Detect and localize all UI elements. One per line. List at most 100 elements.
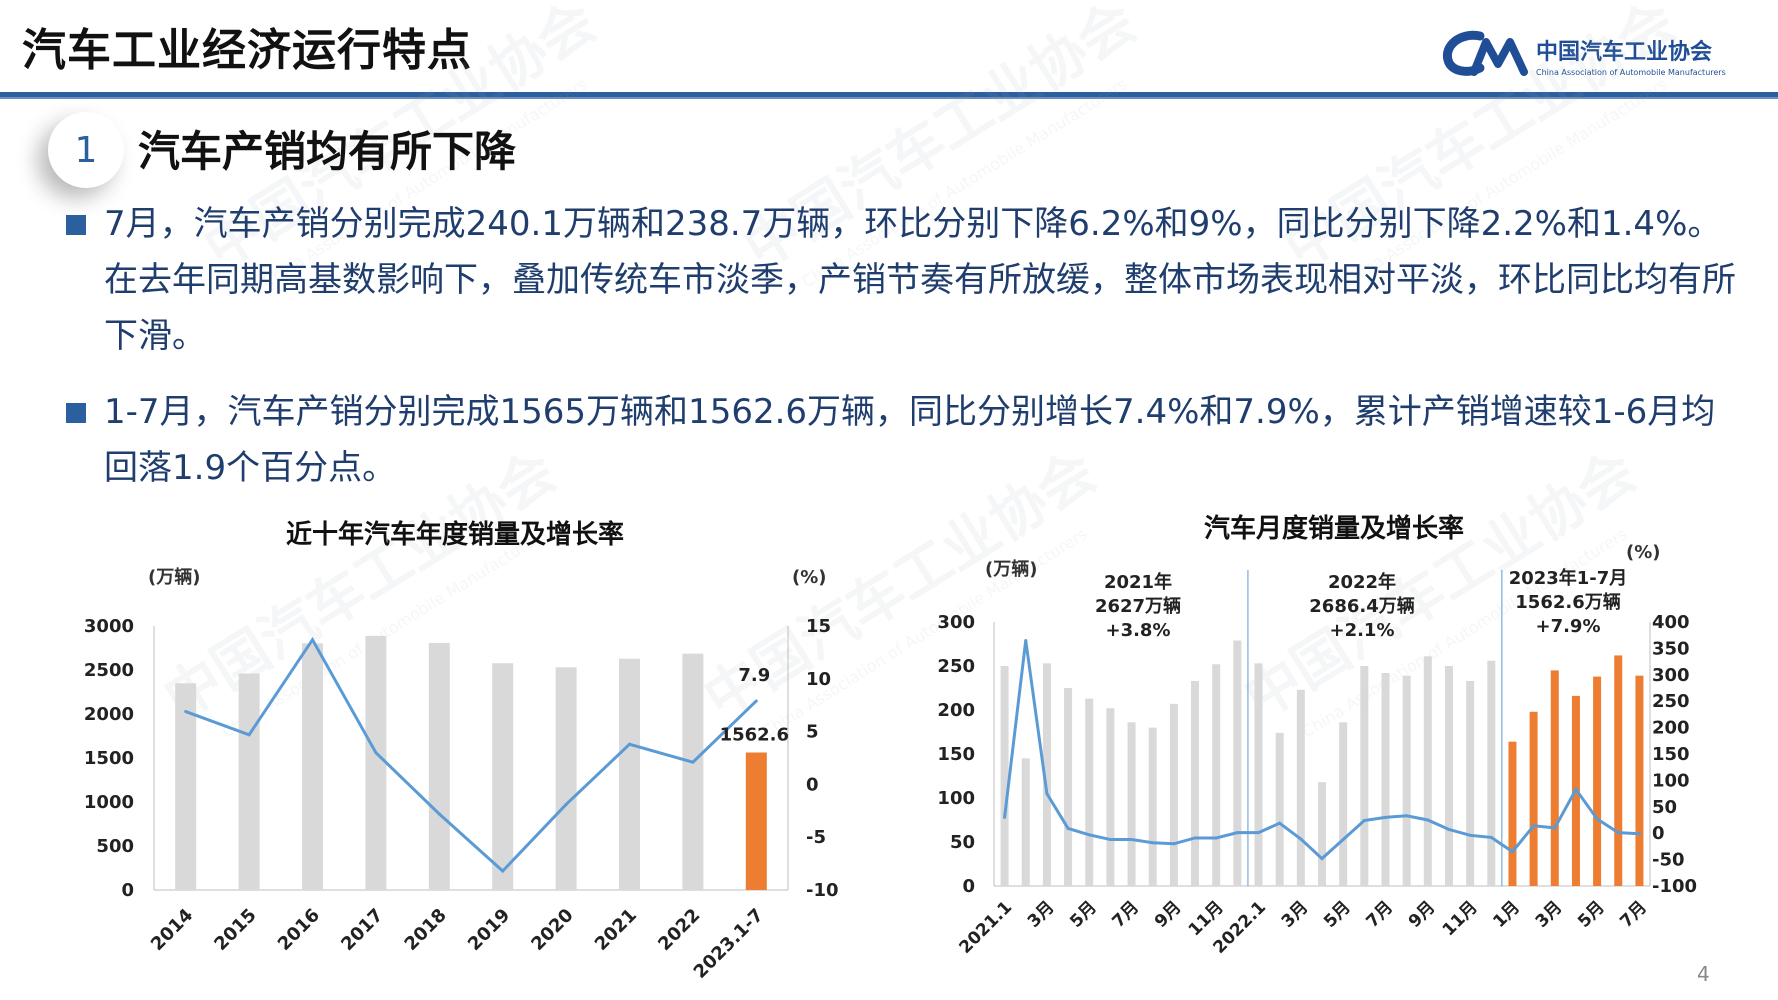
y-tick-label: 300 bbox=[937, 612, 975, 633]
monthly-sales-bar bbox=[1593, 676, 1602, 886]
y-tick-label: 2500 bbox=[84, 660, 134, 681]
monthly-growth-point bbox=[1362, 819, 1366, 823]
monthly-growth-point bbox=[1066, 826, 1070, 830]
cam-logo-icon bbox=[1442, 30, 1528, 76]
monthly-growth-point bbox=[1553, 826, 1557, 830]
growth-rate-line bbox=[185, 636, 758, 874]
monthly-growth-point bbox=[1510, 850, 1514, 854]
x-tick-label: 9月 bbox=[1151, 897, 1186, 932]
logo-name: 中国汽车工业协会 bbox=[1536, 40, 1713, 65]
monthly-sales-bar bbox=[1191, 680, 1200, 886]
monthly-sales-bar bbox=[1296, 689, 1305, 886]
x-tick-label: 11月 bbox=[1439, 897, 1482, 940]
header-divider-thin bbox=[0, 97, 1778, 99]
monthly-sales-bar bbox=[1444, 666, 1453, 886]
x-tick-label: 7月 bbox=[1109, 897, 1144, 932]
monthly-sales-bar bbox=[1487, 660, 1496, 886]
monthly-sales-bar bbox=[1106, 708, 1115, 886]
monthly-growth-point bbox=[1468, 833, 1472, 837]
x-tick-label: 1月 bbox=[1489, 897, 1524, 932]
monthly-sales-bar bbox=[1318, 782, 1326, 886]
sales-bar bbox=[555, 667, 577, 890]
y2-tick-label: -50 bbox=[1652, 850, 1685, 871]
monthly-sales-bar bbox=[1085, 698, 1094, 886]
monthly-sales-bar bbox=[1508, 741, 1517, 886]
monthly-growth-point bbox=[1426, 818, 1430, 822]
monthly-growth-point bbox=[1447, 828, 1451, 832]
y-tick-label: 500 bbox=[96, 836, 134, 857]
monthly-growth-point bbox=[1383, 815, 1387, 819]
bullet-square-icon bbox=[66, 215, 86, 235]
x-tick-label: 2015 bbox=[210, 905, 260, 955]
x-tick-label: 2022 bbox=[654, 905, 704, 955]
monthly-sales-bar bbox=[1466, 680, 1475, 886]
y-tick-label: 250 bbox=[937, 656, 975, 677]
monthly-growth-point bbox=[1045, 792, 1049, 796]
y-tick-label: 0 bbox=[121, 880, 134, 901]
year-summary-annotation: 2686.4万辆 bbox=[1309, 595, 1414, 617]
sales-bar bbox=[365, 635, 387, 890]
x-tick-label: 2017 bbox=[337, 905, 387, 955]
growth-rate-point bbox=[437, 812, 441, 816]
monthly-sales-bar bbox=[1169, 703, 1178, 886]
x-tick-label: 2020 bbox=[527, 905, 577, 955]
sales-bar bbox=[745, 752, 767, 890]
bullet-july-summary: 7月，汽车产销分别完成240.1万辆和238.7万辆，环比分别下降6.2%和9%… bbox=[66, 196, 1746, 364]
growth-rate-point bbox=[754, 699, 758, 703]
monthly-sales-bar bbox=[1000, 666, 1009, 886]
monthly-chart-title: 汽车月度销量及增长率 bbox=[1204, 514, 1465, 544]
y-axis-unit-label: (万辆) bbox=[148, 566, 200, 588]
y2-tick-label: 50 bbox=[1652, 797, 1677, 818]
x-tick-label: 5月 bbox=[1320, 897, 1355, 932]
monthly-growth-point bbox=[1489, 835, 1493, 839]
monthly-sales-bar bbox=[1614, 655, 1623, 886]
y2-tick-label: 200 bbox=[1652, 718, 1690, 739]
sales-bar bbox=[682, 653, 704, 890]
year-summary-annotation: +7.9% bbox=[1535, 616, 1600, 637]
monthly-growth-point bbox=[1257, 831, 1261, 835]
growth-rate-point bbox=[628, 742, 631, 746]
y2-tick-label: 150 bbox=[1652, 744, 1690, 765]
y2-tick-label: -10 bbox=[806, 880, 839, 901]
y2-tick-label: 15 bbox=[806, 616, 831, 637]
monthly-sales-bar bbox=[1360, 666, 1369, 886]
growth-rate-point bbox=[184, 710, 188, 714]
logo-english-name: China Association of Automobile Manufact… bbox=[1536, 68, 1726, 77]
sales-bar bbox=[175, 683, 197, 890]
growth-rate-point bbox=[311, 638, 314, 642]
association-logo: 中国汽车工业协会 China Association of Automobile… bbox=[1440, 28, 1750, 84]
monthly-sales-bar bbox=[1275, 732, 1284, 886]
y-tick-label: 150 bbox=[937, 744, 975, 765]
x-tick-label: 2019 bbox=[464, 905, 514, 955]
monthly-growth-point bbox=[1320, 857, 1324, 861]
y2-tick-label: 10 bbox=[806, 669, 831, 690]
monthly-sales-bar bbox=[1021, 758, 1030, 886]
y2-tick-label: 250 bbox=[1652, 691, 1690, 712]
growth-rate-point bbox=[374, 751, 378, 755]
monthly-growth-point bbox=[1235, 831, 1239, 835]
y2-tick-label: 0 bbox=[806, 774, 819, 795]
monthly-growth-point bbox=[1172, 842, 1176, 846]
bullet-square-icon bbox=[66, 403, 86, 423]
monthly-growth-point bbox=[1341, 838, 1345, 842]
monthly-sales-bar bbox=[1423, 656, 1432, 886]
x-tick-label: 3月 bbox=[1278, 897, 1313, 932]
y2-tick-label: 300 bbox=[1652, 665, 1690, 686]
bullet-text: 7月，汽车产销分别完成240.1万辆和238.7万辆，环比分别下降6.2%和9%… bbox=[104, 204, 1736, 356]
x-tick-label: 7月 bbox=[1616, 897, 1651, 932]
y2-tick-label: 100 bbox=[1652, 770, 1690, 791]
x-tick-label: 2021.1 bbox=[956, 897, 1017, 958]
monthly-sales-bar bbox=[1635, 675, 1644, 886]
monthly-sales-bar bbox=[1529, 711, 1538, 886]
header-divider bbox=[0, 92, 1778, 97]
y2-axis-unit-label: (%) bbox=[1626, 542, 1661, 563]
monthly-growth-point bbox=[1193, 836, 1197, 840]
x-tick-label: 2016 bbox=[274, 905, 324, 955]
monthly-growth-point bbox=[1616, 831, 1620, 835]
monthly-sales-bar bbox=[1148, 727, 1157, 886]
monthly-sales-bar bbox=[1127, 722, 1136, 886]
monthly-sales-bar bbox=[1212, 664, 1221, 886]
growth-rate-point bbox=[564, 802, 568, 806]
x-tick-label: 2014 bbox=[147, 905, 197, 955]
